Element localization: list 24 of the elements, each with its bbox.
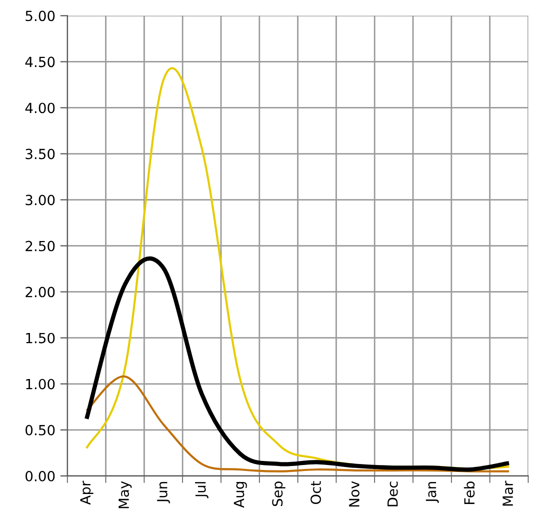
- x-tick-label: Jul: [195, 482, 208, 498]
- y-tick-label: 2.00: [26, 286, 55, 298]
- x-tick-label: Oct: [310, 481, 322, 504]
- y-tick-label: 3.50: [26, 148, 55, 160]
- x-tick-label: Mar: [502, 480, 514, 506]
- y-tick-label: 1.50: [26, 332, 55, 344]
- y-tick-label: 1.00: [26, 378, 55, 390]
- x-tick-label: Dec: [388, 482, 398, 506]
- y-tick-label: 5.00: [26, 10, 55, 22]
- x-tick-label: Feb: [464, 482, 475, 504]
- x-tick-label: May: [118, 481, 132, 508]
- line-series: [86, 375, 510, 472]
- y-tick-label: 3.00: [26, 194, 55, 206]
- x-tick-label: Jun: [157, 482, 170, 504]
- x-tick-label: Nov: [349, 481, 360, 507]
- x-tick-label: Apr: [80, 480, 94, 505]
- x-tick-label: Jan: [426, 482, 439, 503]
- x-tick-label: Aug: [234, 482, 247, 508]
- y-tick-label: 0.00: [26, 470, 55, 482]
- y-tick-label: 4.50: [25, 56, 55, 68]
- x-tick-label: Sep: [272, 482, 286, 506]
- y-tick-label: 0.50: [26, 424, 55, 436]
- y-tick-label: 2.50: [26, 240, 55, 252]
- y-tick-label: 4.00: [25, 102, 55, 114]
